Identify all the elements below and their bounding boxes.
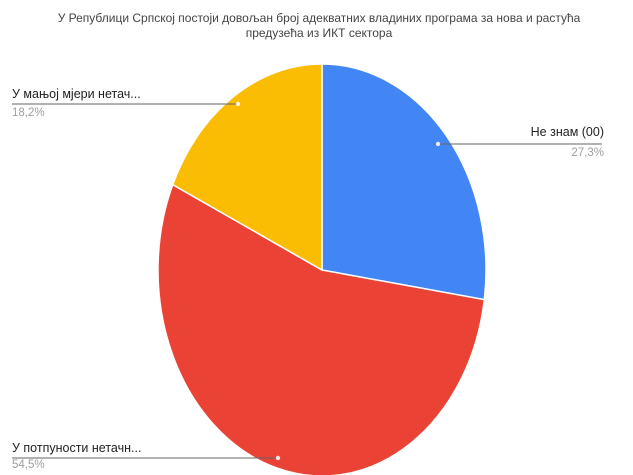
slice-label-3: У мањој мјери нетач... — [12, 87, 141, 101]
pie-slice-1 — [321, 63, 487, 301]
leader-dot-3 — [235, 101, 241, 107]
pie-slices — [157, 63, 487, 475]
pie-labels: Не знам (00) 27,3% У потпуности нетачн... 5… — [12, 87, 604, 471]
chart-title-line-1: У Републици Српској постоји довољан број… — [58, 11, 581, 25]
pie-slice-3 — [171, 63, 323, 272]
pie-slice-2 — [157, 183, 486, 475]
leader-dot-1 — [435, 141, 441, 147]
leader-dot-2 — [275, 455, 281, 461]
slice-label-1: Не знам (00) — [531, 125, 604, 139]
slice-value-1: 27,3% — [571, 147, 604, 159]
slice-value-3: 18,2% — [12, 107, 45, 119]
chart-title-line-2: предузећа из ИКТ сектора — [246, 26, 393, 40]
slice-value-2: 54,5% — [12, 459, 45, 471]
slice-label-2: У потпуности нетачн... — [12, 441, 141, 455]
